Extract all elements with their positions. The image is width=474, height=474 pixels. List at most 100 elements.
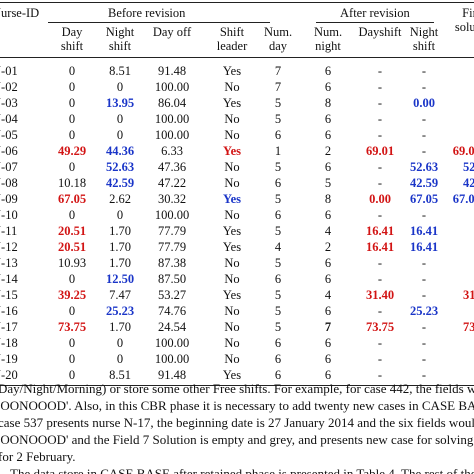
cell-nurse-id: N-06 [0,144,18,158]
cell-after-dayshift: 31.40 [365,288,395,302]
cell-after-dayshift: - [377,128,383,142]
cell-final-solution: 73.75 [462,320,474,334]
cell-after-dayshift: - [377,176,383,190]
cell-final-solution: 52.63 [462,160,474,174]
cell-night-shift: 7.47 [109,288,131,302]
cell-num-night: 2 [324,144,332,158]
cell-after-night-shift: - [421,208,427,222]
cell-shift-leader: No [224,256,240,270]
cell-night-shift: 13.95 [105,96,135,110]
cell-num-day: 5 [274,224,282,238]
cell-day-off: 100.00 [154,208,190,222]
cell-num-day: 6 [274,352,282,366]
cell-day-shift: 49.29 [57,144,87,158]
cell-num-day: 5 [274,320,282,334]
cell-nurse-id: N-15 [0,288,18,302]
table-row: N-15 39.25 7.47 53.27 Yes 5 4 31.40 - 31.40 [0,287,474,303]
cell-night-shift: 1.70 [109,320,131,334]
cell-day-off: 47.22 [157,176,187,190]
cell-shift-leader: Yes [222,192,242,206]
cell-shift-leader: No [224,112,240,126]
cell-nurse-id: N-01 [0,64,18,78]
text-line-6: The data store in CASE BASE after retain… [10,466,474,474]
header-num-night: Num. night [313,25,343,53]
cell-nurse-id: N-03 [0,96,18,110]
cell-night-shift: 2.62 [109,192,131,206]
text-line-5: for 2 February. [0,449,76,464]
cell-night-shift: 0 [116,336,124,350]
cell-nurse-id: N-13 [0,256,18,270]
cell-num-night: 6 [324,160,332,174]
cell-nurse-id: N-19 [0,352,18,366]
cell-after-dayshift: - [377,304,383,318]
cell-num-night: 8 [324,192,332,206]
cell-day-shift: 0 [68,64,76,78]
cell-num-night: 6 [324,128,332,142]
cell-day-off: 6.33 [161,144,183,158]
cell-nurse-id: N-17 [0,320,18,334]
table-row: N-17 73.75 1.70 24.54 No 5 7 73.75 - 73.75 [0,319,474,335]
cell-num-day: 5 [274,112,282,126]
text-line-3: case 537 presents nurse N-17, the beginn… [0,415,474,430]
cell-after-dayshift: - [377,208,383,222]
cell-day-shift: 0 [68,352,76,366]
cell-shift-leader: No [224,176,240,190]
cell-after-night-shift: - [421,80,427,94]
cell-num-night: 6 [324,272,332,286]
cell-shift-leader: Yes [222,240,242,254]
cell-num-night: 6 [324,64,332,78]
cell-shift-leader: No [224,80,240,94]
cell-num-night: 4 [324,224,332,238]
table-row: N-10 0 0 100.00 No 6 6 - - [0,207,474,223]
cell-shift-leader: No [224,336,240,350]
cell-num-day: 6 [274,208,282,222]
cell-night-shift: 25.23 [105,304,135,318]
cell-after-dayshift: - [377,96,383,110]
cell-num-night: 2 [324,240,332,254]
cell-after-night-shift: 16.41 [409,240,439,254]
cell-nurse-id: N-11 [0,224,18,238]
cell-after-dayshift: - [377,160,383,174]
cell-num-day: 6 [274,128,282,142]
header-before-revision: Before revision [108,6,186,20]
header-shift-leader: Shift leader [216,25,248,53]
header-day-off: Day off [152,25,192,39]
cell-shift-leader: No [224,208,240,222]
cell-num-day: 5 [274,96,282,110]
table-row: N-05 0 0 100.00 No 6 6 - - [0,127,474,143]
cell-day-off: 77.79 [157,240,187,254]
cell-after-night-shift: - [421,336,427,350]
cell-shift-leader: Yes [222,64,242,78]
cell-nurse-id: N-05 [0,128,18,142]
cell-after-night-shift: 0.00 [413,96,435,110]
table-row: N-01 0 8.51 91.48 Yes 7 6 - - [0,63,474,79]
cell-num-night: 6 [324,208,332,222]
table-row: N-08 10.18 42.59 47.22 No 6 5 - 42.59 42.59 [0,175,474,191]
cell-after-night-shift: 42.59 [409,176,439,190]
cell-num-day: 5 [274,288,282,302]
cell-nurse-id: N-09 [0,192,18,206]
header-after-revision: After revision [340,6,410,20]
cell-num-night: 6 [324,368,332,382]
table-row: N-19 0 0 100.00 No 6 6 - - [0,351,474,367]
cell-day-shift: 0 [68,336,76,350]
cell-nurse-id: N-12 [0,240,18,254]
cell-day-shift: 20.51 [57,240,87,254]
table-row: N-02 0 0 100.00 No 7 6 - - [0,79,474,95]
table-row: N-18 0 0 100.00 No 6 6 - - [0,335,474,351]
cell-after-night-shift: 67.05 [409,192,439,206]
cell-day-shift: 39.25 [57,288,87,302]
cell-num-night: 4 [324,288,332,302]
cell-night-shift: 44.36 [105,144,135,158]
table-row: N-04 0 0 100.00 No 5 6 - - [0,111,474,127]
cell-day-off: 86.04 [157,96,187,110]
cell-after-night-shift: 52.63 [409,160,439,174]
header-after-night-shift: Night shift [409,25,439,53]
cell-after-night-shift: - [421,64,427,78]
cell-day-off: 47.36 [157,160,187,174]
cell-num-day: 5 [274,192,282,206]
cell-nurse-id: N-08 [0,176,18,190]
cell-night-shift: 0 [116,352,124,366]
cell-after-dayshift: - [377,256,383,270]
